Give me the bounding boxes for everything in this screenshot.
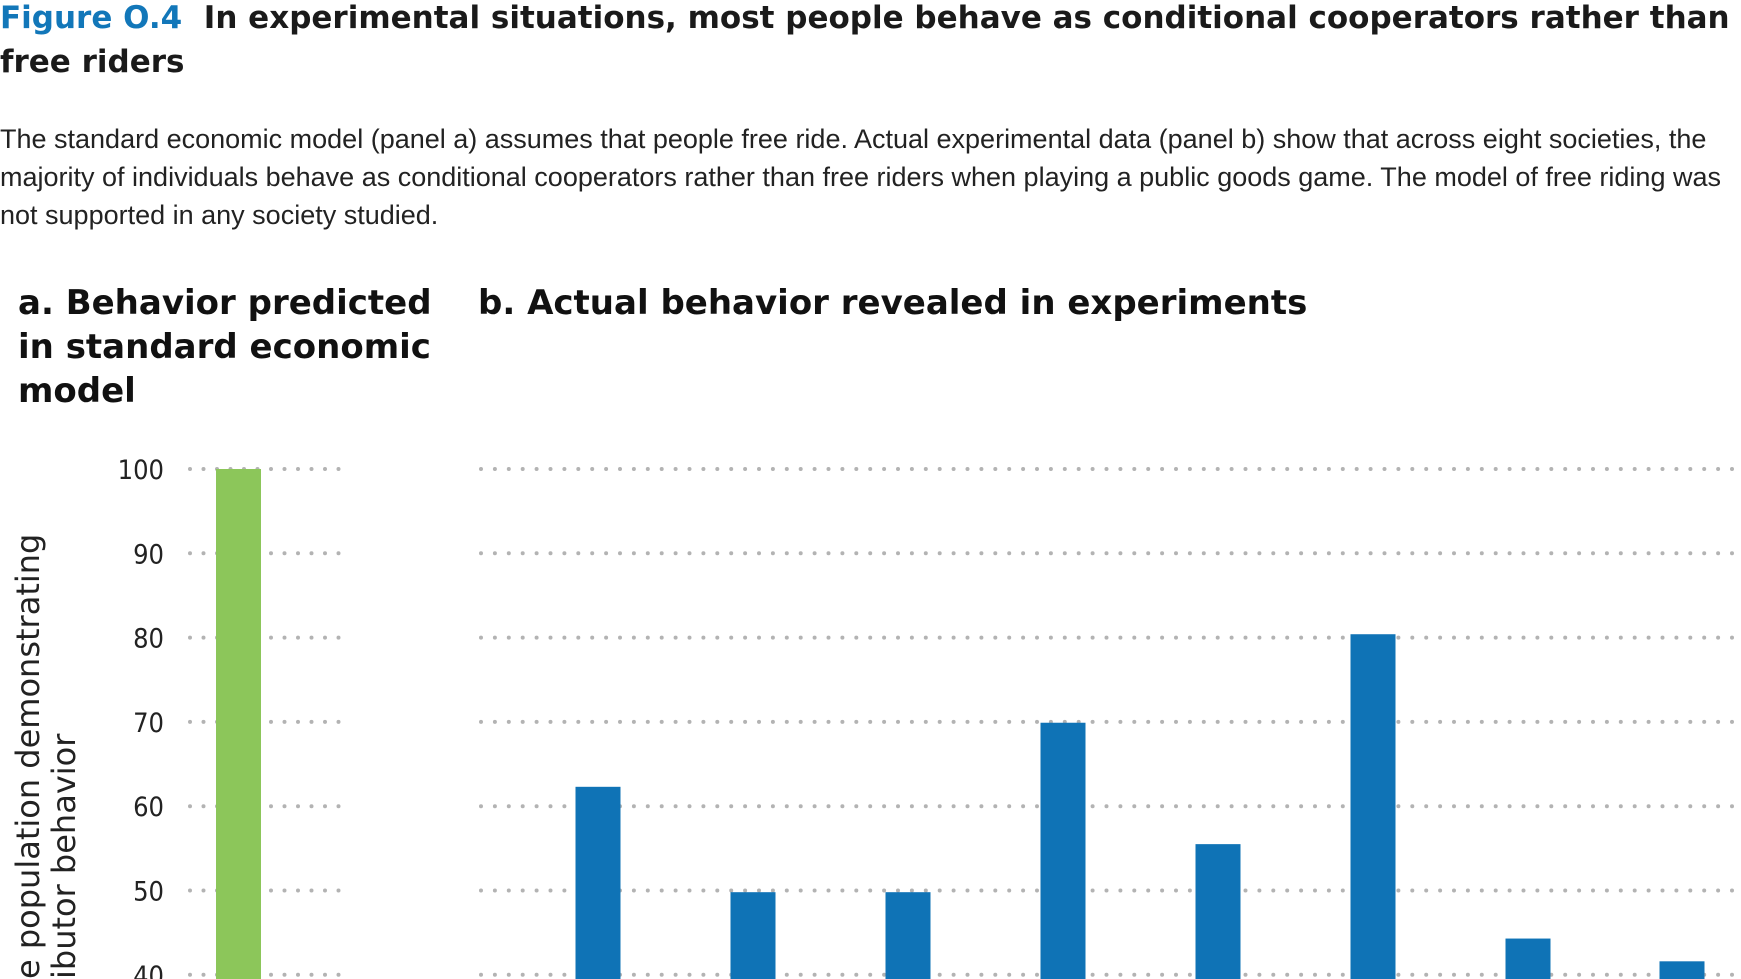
- y-axis-ticks: 40 50 60 70 80 90 100: [118, 455, 164, 979]
- y-tick-label: 100: [118, 455, 164, 486]
- panel-a-title: a. Behavior predicted in standard econom…: [18, 283, 432, 411]
- y-tick-label: 90: [133, 539, 164, 570]
- bar-panel-b: [730, 892, 776, 979]
- gridlines: [188, 467, 1741, 977]
- bar-panel-b: [1350, 634, 1396, 979]
- bar-panel-b: [885, 892, 931, 979]
- figure-label: Figure O.4: [0, 0, 183, 36]
- figure-title-text: In experimental situations, most people …: [0, 0, 1730, 80]
- bar-panel-a: [216, 469, 261, 979]
- y-tick-label: 50: [133, 877, 164, 908]
- y-tick-label: 80: [133, 624, 164, 655]
- figure-title: Figure O.4 In experimental situations, m…: [0, 0, 1741, 84]
- y-tick-label: 60: [133, 792, 164, 823]
- bar-panel-b: [575, 786, 621, 979]
- bars: [216, 469, 1705, 979]
- figure-caption: The standard economic model (panel a) as…: [0, 124, 1721, 230]
- panel-b-title: b. Actual behavior revealed in experimen…: [478, 283, 1308, 323]
- y-axis-label-line: e population demonstrating: [9, 534, 47, 979]
- bar-panel-b: [1040, 722, 1086, 979]
- y-tick-label: 70: [133, 708, 164, 739]
- y-axis-label-line: ibutor behavior: [45, 733, 83, 979]
- y-tick-label: 40: [133, 961, 164, 979]
- bar-panel-b: [1659, 961, 1705, 979]
- bar-panel-b: [1505, 938, 1551, 979]
- bar-panel-b: [1195, 844, 1241, 979]
